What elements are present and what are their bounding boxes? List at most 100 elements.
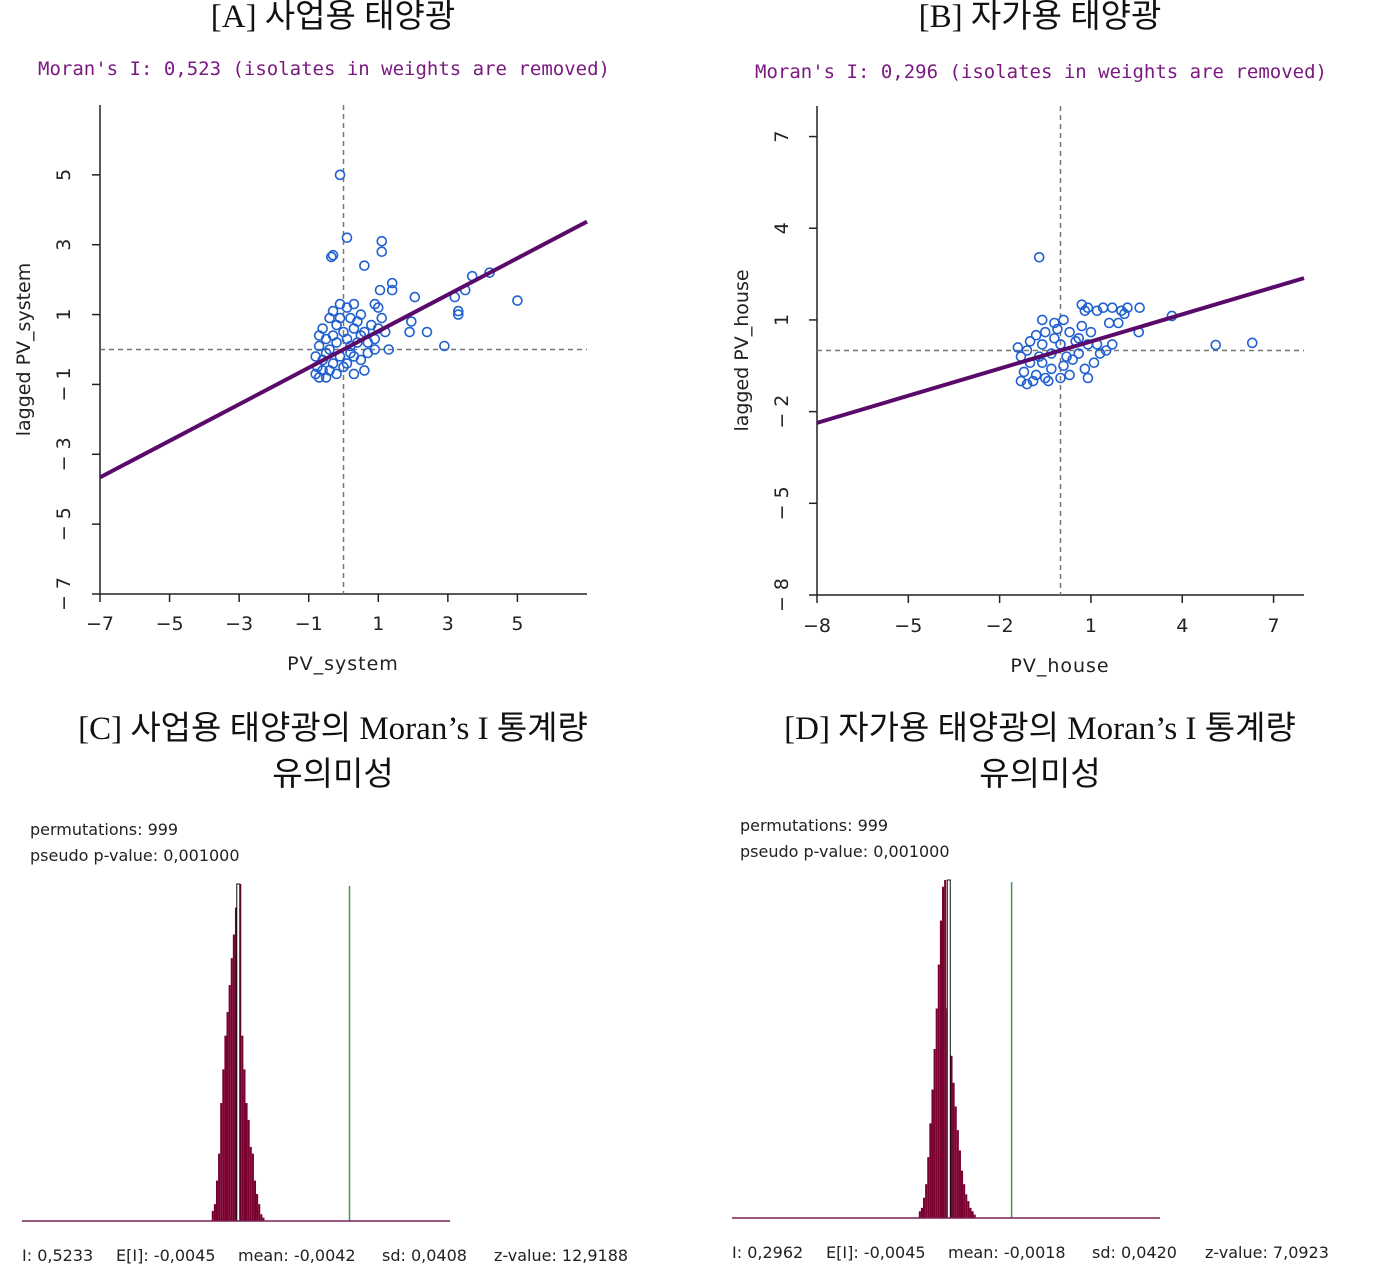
panel-b-data-point xyxy=(1058,360,1069,372)
panel-a-x-tick-label: 5 xyxy=(511,613,523,635)
panel-b-moran-subtitle: Moran's I: 0,296 (isolates in weights ar… xyxy=(755,61,1327,83)
panel-b-data-point xyxy=(1021,378,1033,390)
panel-b-data-point xyxy=(1033,251,1045,263)
panel-d-histogram-bar xyxy=(956,1130,959,1218)
panel-a-y-tick-label: − 1 xyxy=(53,367,75,401)
panel-a-y-tick-label: − 3 xyxy=(53,437,75,471)
panel-b-data-point xyxy=(1088,357,1100,369)
panel-d-histogram-bar xyxy=(920,1207,924,1218)
panel-c-histogram-bar xyxy=(226,1012,229,1221)
panel-a-data-point xyxy=(452,309,464,320)
panel-b-data-point xyxy=(1091,305,1103,317)
panel-a-data-point xyxy=(320,372,332,383)
panel-a-data-point xyxy=(334,312,346,324)
panel-b-data-point xyxy=(1027,375,1039,387)
panel-b-data-point xyxy=(1015,375,1027,387)
panel-a-data-point xyxy=(313,340,325,352)
panel-d-histogram-bar xyxy=(925,1184,928,1218)
panel-a-data-point xyxy=(348,351,360,362)
panel-a-moran-subtitle: Moran's I: 0,523 (isolates in weights ar… xyxy=(38,58,610,80)
panel-a-data-point xyxy=(376,246,388,257)
panel-c-histogram-bar xyxy=(211,1210,214,1221)
panel-d-stat-z: z-value: 7,0923 xyxy=(1205,1243,1329,1262)
panel-c-histogram-bar xyxy=(247,1119,250,1221)
panel-c-histogram-bar xyxy=(230,958,233,1221)
panel-a-data-point xyxy=(439,340,450,352)
panel-b-data-point xyxy=(1036,314,1048,326)
panel-c-title: [C] 사업용 태양광의 Moran’s I 통계량 유의미성 xyxy=(23,706,643,798)
panel-d-histogram-bar xyxy=(918,1211,921,1218)
panel-d-histogram-bar xyxy=(944,880,947,1218)
panel-d-histogram-bar xyxy=(963,1184,966,1218)
panel-c-histogram-bar xyxy=(220,1103,223,1221)
panel-c-stat-ei: E[I]: -0,0045 xyxy=(116,1246,216,1265)
panel-c-histogram-bar xyxy=(260,1214,263,1221)
panel-a-y-tick-label: 5 xyxy=(53,169,75,181)
panel-d-histogram-bar xyxy=(965,1194,968,1218)
panel-c-histogram-bar xyxy=(249,1146,252,1221)
panel-b-y-axis-label: lagged PV_house xyxy=(731,269,753,431)
panel-a-data-point xyxy=(409,291,421,303)
panel-d-histogram-bar xyxy=(952,1082,955,1218)
panel-b-data-point xyxy=(1052,323,1063,335)
panel-d-histogram-bar xyxy=(969,1207,972,1218)
panel-c-histogram-bar xyxy=(224,1035,227,1221)
panel-c-histogram-bar xyxy=(228,985,231,1221)
panel-c-histogram-bar xyxy=(251,1153,254,1221)
panel-a-data-point xyxy=(376,312,388,324)
panel-b-data-point xyxy=(1039,372,1051,384)
panel-a-data-point xyxy=(406,316,417,327)
panel-a-data-point xyxy=(341,358,353,369)
panel-d-histogram-bar xyxy=(937,964,940,1218)
panel-d-histogram-bar xyxy=(927,1157,930,1218)
panel-d-histogram-bar xyxy=(973,1214,976,1218)
panel-a-y-tick-label: 3 xyxy=(53,239,75,251)
panel-a-data-point xyxy=(374,284,386,296)
panel-b-data-point xyxy=(1036,339,1048,350)
panel-c-histogram-bar xyxy=(241,1035,244,1221)
panel-a-data-point xyxy=(355,309,367,320)
panel-a-data-point xyxy=(326,251,337,263)
panel-c-histogram-bar xyxy=(256,1194,259,1221)
panel-b-data-point xyxy=(1039,326,1051,338)
panel-b-data-point xyxy=(1106,302,1118,314)
panel-d-histogram-bar xyxy=(958,1150,961,1218)
panel-b-data-point xyxy=(1073,332,1085,344)
panel-b-data-point xyxy=(1100,345,1112,356)
panel-a-data-point xyxy=(369,298,381,310)
panel-b-data-point xyxy=(1113,317,1124,329)
panel-c-histogram-bar xyxy=(245,1103,248,1221)
panel-b-regression-line xyxy=(816,276,1305,425)
panel-d-title-line2: 유의미성 xyxy=(979,757,1101,793)
panel-c-stat-z: z-value: 12,9188 xyxy=(494,1246,629,1265)
panel-c-histogram-bar xyxy=(258,1204,261,1221)
panel-a-data-point xyxy=(359,365,370,376)
panel-a-title: [A] 사업용 태양광 xyxy=(210,0,456,35)
panel-d-title: [D] 자가용 태양광의 Moran’s I 통계량 유의미성 xyxy=(730,706,1350,798)
panel-b-y-tick-label: 4 xyxy=(771,222,793,234)
panel-a-x-tick-label: −3 xyxy=(225,613,253,635)
panel-b-data-point xyxy=(1079,363,1091,375)
panel-c-histogram-bar xyxy=(218,1153,221,1221)
panel-a-x-tick-label: −5 xyxy=(156,613,184,635)
panel-b-data-point xyxy=(1116,305,1127,317)
panel-d-histogram-bar xyxy=(935,1008,938,1218)
panel-c-histogram-bar xyxy=(222,1069,225,1221)
panel-a-data-point xyxy=(327,249,339,261)
panel-b-data-point xyxy=(1055,372,1066,384)
panel-c-permutations: permutations: 999 xyxy=(30,820,179,839)
panel-a-data-point xyxy=(369,344,381,355)
panel-b-data-point xyxy=(1122,302,1133,314)
panel-b-data-point xyxy=(1024,336,1036,347)
panel-b-data-point xyxy=(1094,348,1106,359)
panel-b-data-point xyxy=(1058,314,1069,326)
panel-a-data-point xyxy=(372,302,384,313)
panel-d-stat-i: I: 0,2962 xyxy=(732,1243,804,1262)
panel-b-data-point xyxy=(1049,317,1060,329)
panel-d-permutations: permutations: 999 xyxy=(740,816,889,835)
panel-a-data-point xyxy=(386,284,398,296)
panel-a-x-axis-label: PV_system xyxy=(287,653,399,675)
panel-b-data-point xyxy=(1119,308,1130,320)
panel-b-data-point xyxy=(1067,354,1078,365)
panel-b-data-point xyxy=(1030,369,1042,381)
